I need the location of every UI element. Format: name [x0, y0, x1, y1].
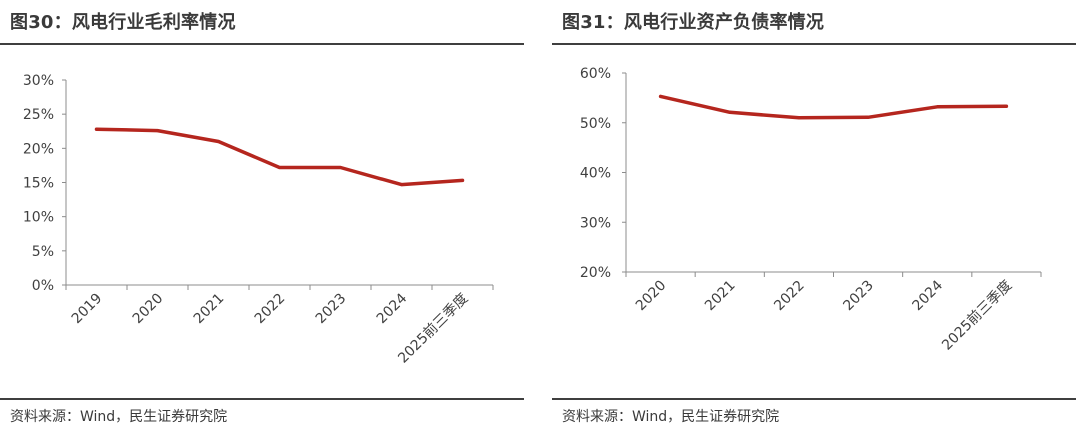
x-tick-label: 2021 [191, 291, 228, 328]
x-tick-label: 2022 [252, 291, 289, 328]
y-tick-label: 25% [23, 107, 54, 123]
y-tick-label: 40% [580, 166, 611, 182]
x-tick-label: 2023 [313, 291, 350, 328]
data-point [659, 94, 663, 98]
y-tick-label: 30% [580, 215, 611, 231]
data-point [95, 127, 98, 131]
y-tick-label: 15% [23, 176, 54, 192]
data-point [217, 140, 220, 143]
data-point [728, 110, 732, 114]
data-point [339, 165, 342, 169]
data-point [156, 129, 159, 133]
y-tick-label: 5% [32, 244, 54, 260]
y-tick-label: 0% [32, 278, 54, 294]
series-line [658, 94, 1009, 120]
y-tick-label: 20% [580, 265, 611, 281]
top-rule [0, 43, 524, 45]
x-tick-label: 2020 [130, 291, 167, 328]
y-tick-label: 30% [23, 73, 54, 89]
top-rule [552, 43, 1076, 45]
x-tick-label: 2021 [702, 278, 739, 315]
source-note: 资料来源：Wind，民生证券研究院 [562, 409, 780, 425]
x-tick-label: 2025前三季度 [938, 277, 1015, 354]
y-tick-label: 50% [580, 116, 611, 132]
source-note: 资料来源：Wind，民生证券研究院 [10, 409, 228, 425]
x-tick-label: 2024 [910, 277, 947, 314]
series-line [94, 127, 465, 187]
bottom-rule [0, 398, 524, 400]
data-point [278, 165, 281, 169]
chart-title: 图30：风电行业毛利率情况 [10, 12, 236, 33]
x-tick-label: 2023 [840, 278, 877, 315]
chart-panel-gross-margin: 图30：风电行业毛利率情况 0% 5% 10% 15% 20% 25% 30% 2019 202… [0, 0, 528, 431]
bottom-rule [552, 398, 1076, 400]
data-point [935, 105, 939, 109]
y-tick-label: 60% [580, 66, 611, 82]
data-point [1004, 104, 1008, 108]
y-tick-label: 20% [23, 141, 54, 157]
chart-title: 图31：风电行业资产负债率情况 [562, 12, 825, 33]
line-chart-debt-ratio: 20% 30% 40% 50% 60% 2020 2021 2022 2023 20242025前… [580, 66, 1042, 354]
x-tick-label: 2020 [633, 278, 670, 315]
data-point [866, 115, 870, 119]
x-tick-label: 2022 [771, 278, 808, 315]
chart-panel-debt-ratio: 图31：风电行业资产负债率情况 20% 30% 40% 50% 60% 2020 2021 2… [552, 0, 1080, 431]
data-point [400, 183, 403, 187]
data-point [797, 116, 801, 120]
data-point [461, 178, 464, 182]
line-chart-gross-margin: 0% 5% 10% 15% 20% 25% 30% 2019 2020 2021 2022 2023 2… [23, 73, 494, 367]
x-tick-label: 2024 [374, 290, 411, 327]
y-tick-label: 10% [23, 210, 54, 226]
x-tick-label: 2019 [69, 291, 106, 328]
